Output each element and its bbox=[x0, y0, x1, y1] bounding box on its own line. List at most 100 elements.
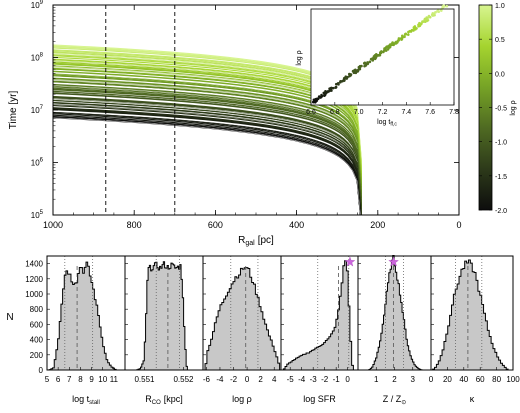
evolution-curve bbox=[53, 102, 362, 215]
colorbar-tick-label: -1.0 bbox=[495, 140, 507, 147]
main-x-tick-label: 400 bbox=[289, 220, 304, 230]
hist-x-tick-label: 9 bbox=[89, 375, 94, 384]
hist-y-tick-label: 1200 bbox=[25, 275, 43, 284]
inset-point bbox=[383, 47, 386, 50]
inset-point bbox=[387, 46, 391, 49]
main-x-tick-label: 600 bbox=[208, 220, 223, 230]
inset-point bbox=[424, 17, 428, 21]
inset-point bbox=[334, 82, 338, 86]
evolution-curve bbox=[53, 86, 362, 204]
histogram-outline bbox=[368, 255, 423, 371]
hist-x-axis-label: log ρ bbox=[232, 394, 252, 404]
evolution-curve bbox=[53, 97, 362, 214]
hist-x-tick-label: -4 bbox=[216, 375, 224, 384]
inset-point bbox=[417, 23, 420, 27]
main-x-ticks: 1000 800 600 400 200 0 bbox=[43, 5, 462, 230]
evolution-curve bbox=[53, 105, 362, 215]
inset-x-tick-label: 7.6 bbox=[425, 109, 435, 116]
inset-point bbox=[404, 32, 408, 36]
inset-point bbox=[400, 38, 403, 41]
hist-x-tick-label: -1 bbox=[333, 375, 341, 384]
inset-point bbox=[320, 93, 323, 97]
inset-point bbox=[394, 42, 397, 45]
inset-point bbox=[346, 75, 349, 79]
evolution-curve bbox=[53, 81, 362, 198]
histogram-panel: 1 2 3 Z / Z⊙ bbox=[357, 255, 432, 406]
inset-point bbox=[368, 60, 372, 64]
main-x-tick-label: 0 bbox=[456, 220, 461, 230]
hist-x-tick-label: 11 bbox=[110, 375, 119, 384]
histogram-panel: -5 -4 -3 -2 -1 0 log SFR bbox=[280, 255, 359, 404]
inset-point bbox=[351, 69, 355, 73]
hist-y-tick-label: 800 bbox=[30, 305, 44, 314]
inset-scatter-panel: 6.6 6.8 7.0 7.2 7.4 7.6 7.8 log tff,c log ρ bbox=[296, 4, 459, 128]
inset-x-tick-label: 7.0 bbox=[354, 109, 364, 116]
hist-x-tick-label: 2 bbox=[392, 375, 397, 384]
inset-point bbox=[421, 20, 424, 23]
evolution-curve bbox=[53, 78, 362, 196]
inset-point bbox=[378, 53, 381, 57]
evolution-curve-highlight bbox=[53, 104, 362, 215]
histogram-outline bbox=[136, 261, 188, 371]
hist-x-tick-label: 2 bbox=[258, 375, 263, 384]
hist-x-tick-label: 0 bbox=[429, 375, 434, 384]
hist-x-axis-label: Z / Z⊙ bbox=[383, 394, 407, 406]
hist-x-tick-label: -2 bbox=[230, 375, 238, 384]
evolution-curve bbox=[53, 116, 361, 215]
colorbar-tick-label: -1.5 bbox=[495, 174, 507, 181]
inset-point bbox=[414, 27, 418, 30]
hist-y-axis-label: N bbox=[6, 312, 13, 323]
colorbar-tick-label: -0.5 bbox=[495, 106, 507, 113]
inset-point bbox=[375, 54, 378, 58]
inset-point bbox=[358, 66, 362, 69]
hist-x-tick-label: 100 bbox=[506, 375, 520, 384]
histogram-fill bbox=[136, 261, 188, 370]
histogram-panel: 0.551 0.552 RCO [kpc] bbox=[124, 255, 204, 406]
main-x-tick-label: 800 bbox=[127, 220, 142, 230]
hist-x-tick-label: -4 bbox=[298, 375, 306, 384]
inset-point bbox=[409, 30, 413, 33]
evolution-curve-highlight bbox=[53, 92, 362, 209]
hist-x-tick-label: 4 bbox=[272, 375, 277, 384]
hist-x-axis-label: κ bbox=[470, 394, 475, 404]
observed-value-star bbox=[344, 256, 356, 267]
hist-x-axis-label: log SFR bbox=[303, 394, 336, 404]
hist-y-tick-label: 200 bbox=[30, 351, 44, 360]
inset-point bbox=[397, 38, 401, 42]
inset-x-axis-label: log tff,c bbox=[377, 119, 397, 128]
inset-point bbox=[349, 73, 352, 76]
histogram-fill bbox=[49, 262, 117, 370]
hist-x-tick-label: -5 bbox=[287, 375, 295, 384]
colorbar: 1.0 0.5 0.0 -0.5 -1.0 -1.5 -2.0 log ρ bbox=[478, 3, 517, 215]
inset-point bbox=[364, 63, 367, 67]
histogram-fill bbox=[432, 259, 509, 370]
evolution-curve bbox=[53, 111, 362, 215]
inset-point bbox=[329, 88, 333, 92]
inset-x-tick-label: 7.8 bbox=[449, 109, 459, 116]
inset-point bbox=[390, 42, 394, 46]
hist-x-tick-label: 0 bbox=[345, 375, 350, 384]
hist-y-tick-label: 400 bbox=[30, 336, 44, 345]
inset-point bbox=[317, 95, 321, 98]
inset-point bbox=[442, 4, 446, 7]
inset-point bbox=[312, 100, 315, 104]
main-y-ticks: 105 106 107 108 109 bbox=[31, 0, 459, 220]
hist-x-tick-label: 6 bbox=[56, 375, 61, 384]
inset-point bbox=[313, 100, 317, 104]
inset-x-ticks: 6.6 6.8 7.0 7.2 7.4 7.6 7.8 bbox=[306, 102, 459, 116]
inset-x-tick-label: 7.4 bbox=[401, 109, 411, 116]
hist-x-tick-label: 1 bbox=[374, 375, 379, 384]
inset-point bbox=[357, 68, 360, 72]
main-y-tick-label: 106 bbox=[31, 158, 44, 168]
inset-point bbox=[316, 97, 319, 101]
evolution-curve bbox=[53, 83, 362, 201]
vertical-reference-lines bbox=[105, 5, 176, 215]
inset-point bbox=[434, 11, 437, 14]
evolution-curve bbox=[53, 113, 362, 215]
evolution-curve-highlight bbox=[53, 79, 362, 196]
colorbar-tick-label: 1.0 bbox=[495, 3, 505, 10]
hist-x-tick-label: 5 bbox=[45, 375, 50, 384]
histogram-fill bbox=[205, 267, 280, 370]
inset-point bbox=[406, 33, 410, 36]
